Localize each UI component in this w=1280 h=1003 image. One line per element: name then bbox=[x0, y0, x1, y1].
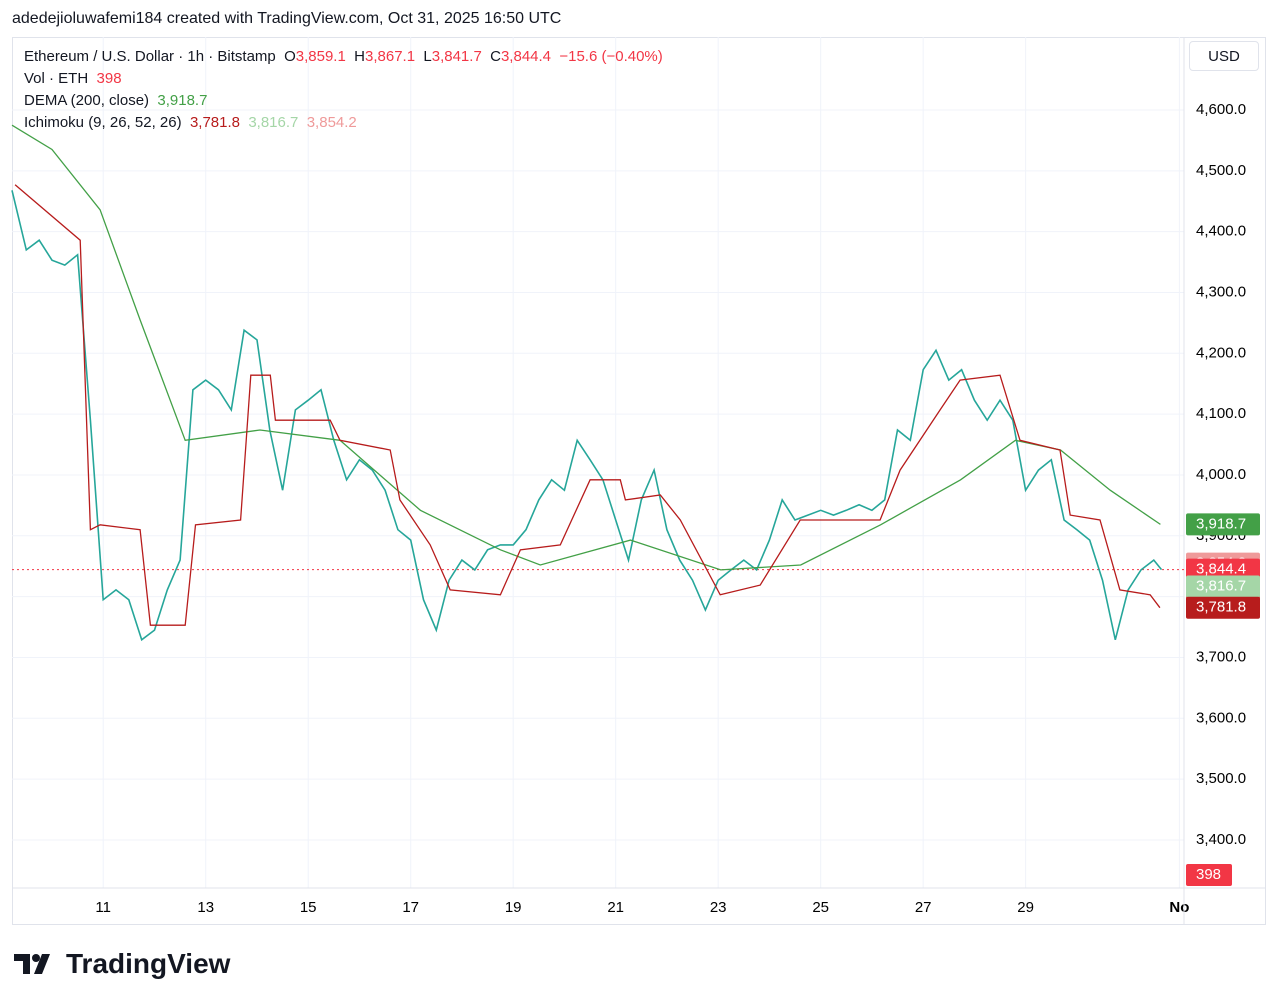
x-tick-label: 11 bbox=[95, 899, 111, 916]
currency-button[interactable]: USD bbox=[1189, 41, 1259, 71]
legend-ichimoku: Ichimoku (9, 26, 52, 26) 3,781.8 3,816.7… bbox=[24, 112, 663, 134]
series-line bbox=[11, 124, 1161, 571]
brand: TradingView bbox=[14, 948, 230, 980]
y-tick-label: 4,500.0 bbox=[1196, 162, 1246, 179]
volume-badge bbox=[1186, 864, 1232, 886]
y-tick-label: 3,500.0 bbox=[1196, 770, 1246, 787]
x-tick-label: 17 bbox=[402, 899, 419, 916]
legend-ohlc: Ethereum / U.S. Dollar · 1h · Bitstamp O… bbox=[24, 46, 663, 68]
value: 3,859.1 bbox=[295, 48, 346, 65]
label: DEMA (200, close) bbox=[24, 92, 150, 109]
price-badge bbox=[1186, 596, 1260, 619]
value: 398 bbox=[96, 70, 122, 87]
value: 3,867.1 bbox=[365, 48, 416, 65]
value: 3,844.4 bbox=[500, 48, 552, 65]
y-tick-label: 4,400.0 bbox=[1196, 223, 1246, 240]
label: Vol · ETH bbox=[24, 70, 89, 87]
brand-icon bbox=[14, 954, 50, 974]
value: 3,781.8 bbox=[189, 114, 240, 131]
legend: Ethereum / U.S. Dollar · 1h · Bitstamp O… bbox=[24, 46, 663, 134]
x-tick-label: 29 bbox=[1017, 899, 1034, 916]
label: H bbox=[354, 48, 365, 65]
y-tick-label: 4,000.0 bbox=[1196, 466, 1246, 483]
x-tick-label: 25 bbox=[812, 899, 829, 916]
y-tick-label: 4,600.0 bbox=[1196, 101, 1246, 118]
value: 3,816.7 bbox=[248, 114, 299, 131]
x-tick-label: No bbox=[1169, 899, 1189, 916]
value: 3,918.7 bbox=[157, 92, 208, 109]
x-tick-label: 23 bbox=[710, 899, 727, 916]
price-badge-label: 3,918.7 bbox=[1196, 515, 1246, 532]
symbol: Ethereum / U.S. Dollar · 1h · Bitstamp bbox=[24, 48, 276, 65]
y-tick-label: 4,100.0 bbox=[1196, 405, 1246, 422]
x-tick-label: 21 bbox=[607, 899, 624, 916]
chart-frame bbox=[12, 37, 1266, 925]
label: Ichimoku (9, 26, 52, 26) bbox=[24, 114, 182, 131]
series-line bbox=[11, 190, 1163, 642]
y-tick-label: 3,400.0 bbox=[1196, 831, 1246, 848]
label: C bbox=[490, 48, 501, 65]
x-tick-label: 27 bbox=[915, 899, 932, 916]
price-badge-label: 3,844.4 bbox=[1196, 561, 1246, 578]
value: 3,854.2 bbox=[306, 114, 357, 131]
y-tick-label: 4,300.0 bbox=[1196, 283, 1246, 300]
legend-volume: Vol · ETH 398 bbox=[24, 68, 663, 90]
series-line bbox=[14, 184, 1161, 626]
brand-name: TradingView bbox=[66, 948, 231, 979]
label: L bbox=[423, 48, 432, 65]
x-tick-label: 13 bbox=[197, 899, 214, 916]
value: 3,841.7 bbox=[431, 48, 482, 65]
price-badge bbox=[1186, 513, 1260, 536]
y-tick-label: 4,200.0 bbox=[1196, 344, 1246, 361]
change: −15.6 (−0.40%) bbox=[559, 48, 663, 65]
price-badge-label: 3,781.8 bbox=[1196, 599, 1246, 616]
y-tick-label: 3,600.0 bbox=[1196, 709, 1246, 726]
x-tick-label: 15 bbox=[300, 899, 317, 916]
price-badge bbox=[1186, 575, 1260, 598]
x-tick-label: 19 bbox=[505, 899, 522, 916]
price-badge-label: 3,816.7 bbox=[1196, 577, 1246, 594]
volume-badge-label: 398 bbox=[1196, 866, 1221, 883]
y-tick-label: 3,700.0 bbox=[1196, 648, 1246, 665]
label: O bbox=[284, 48, 296, 65]
legend-dema: DEMA (200, close) 3,918.7 bbox=[24, 90, 663, 112]
credit: adedejioluwafemi184 created with Trading… bbox=[12, 10, 562, 27]
